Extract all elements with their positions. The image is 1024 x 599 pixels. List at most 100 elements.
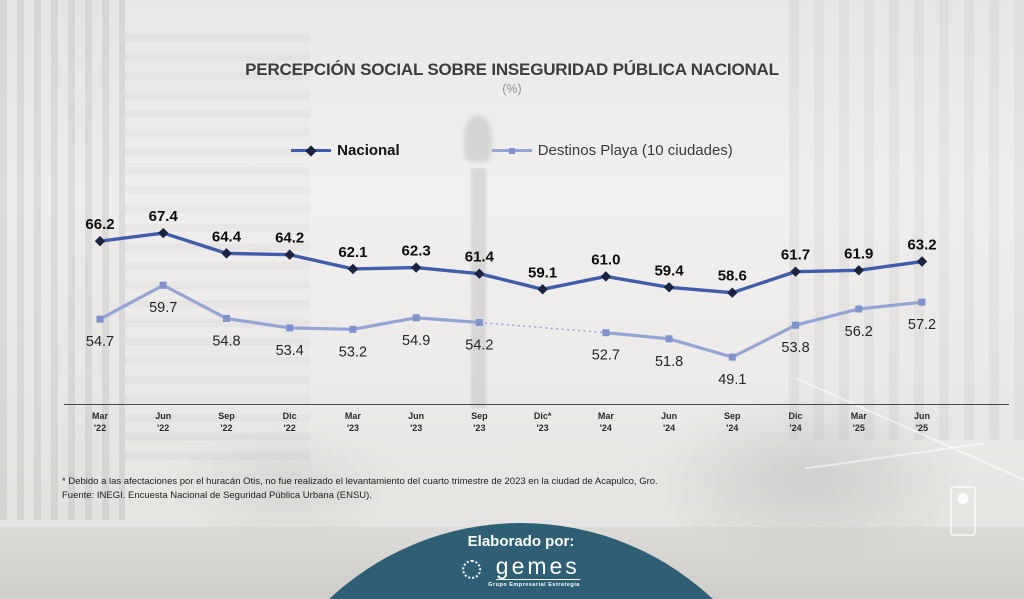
nacional-value-label: 64.4 xyxy=(212,228,242,245)
nacional-value-label: 61.9 xyxy=(844,245,873,262)
nacional-value-label: 62.3 xyxy=(402,243,431,260)
gemes-logo-text-block: gemes Grupo Empresarial Estrategia xyxy=(488,555,580,588)
playa-value-label: 54.7 xyxy=(86,334,114,350)
nacional-value-label: 67.4 xyxy=(149,208,179,225)
line-chart: Mar '22 Jun '22 Sep '22 Dic '22 Mar '23 Jun '23 Sep '… xyxy=(64,208,1009,433)
square-marker-icon xyxy=(508,147,515,154)
nacional-line-swatch xyxy=(291,144,332,157)
nacional-value-label: 59.4 xyxy=(654,262,684,279)
background-buildings-right xyxy=(789,0,1024,440)
playa-data-point xyxy=(159,281,167,289)
nacional-data-point xyxy=(221,248,232,259)
nacional-data-point xyxy=(537,284,548,295)
nacional-value-label: 61.7 xyxy=(781,247,810,264)
playa-value-label: 57.2 xyxy=(908,317,936,333)
nacional-data-point xyxy=(158,227,169,239)
nacional-value-label: 63.2 xyxy=(907,237,936,254)
playa-data-point xyxy=(602,329,610,337)
nacional-data-point xyxy=(663,282,675,293)
playa-data-point xyxy=(96,315,104,323)
page-title: PERCEPCIÓN SOCIAL SOBRE INSEGURIDAD PÚBL… xyxy=(245,60,779,79)
gemes-dotted-circle-icon xyxy=(462,560,482,579)
nacional-value-label: 66.2 xyxy=(85,216,114,233)
nacional-value-label: 58.6 xyxy=(718,268,747,285)
background-monument-column xyxy=(471,168,486,408)
nacional-data-point xyxy=(94,235,106,247)
x-axis-label: Jun '24 xyxy=(661,411,677,433)
background-angel-statue xyxy=(464,116,492,162)
x-axis-label: Sep '24 xyxy=(724,411,741,433)
playa-value-label: 53.8 xyxy=(781,340,809,356)
x-axis-label: Jun '23 xyxy=(408,411,424,433)
nacional-value-label: 61.4 xyxy=(465,249,495,266)
elaborado-por-label: Elaborado por: xyxy=(467,533,575,550)
nacional-data-point xyxy=(790,266,801,277)
nacional-data-point xyxy=(347,263,359,275)
playa-data-point xyxy=(855,305,863,313)
background-buildings-midleft xyxy=(125,30,310,460)
playa-data-point xyxy=(792,321,800,329)
nacional-data-point xyxy=(600,271,612,282)
playa-missing-dashed-segment xyxy=(479,321,606,334)
legend-item-destinos-playa: Destinos Playa (10 ciudades) xyxy=(491,142,733,159)
playa-value-label: 52.7 xyxy=(592,348,620,364)
playa-line-swatch xyxy=(491,146,532,156)
nacional-value-label: 62.1 xyxy=(338,244,367,261)
nacional-data-point xyxy=(916,256,928,267)
playa-value-label: 51.8 xyxy=(655,354,683,370)
nacional-data-point xyxy=(853,265,864,276)
playa-data-point xyxy=(412,314,420,322)
x-axis-label: Mar '24 xyxy=(598,411,615,433)
playa-value-label: 59.7 xyxy=(149,300,177,316)
page-subtitle: (%) xyxy=(502,82,522,96)
playa-data-point xyxy=(286,324,294,332)
x-axis-label: Sep '22 xyxy=(218,411,235,433)
footnote: * Debido a las afectaciones por el hurac… xyxy=(62,475,782,503)
playa-data-point xyxy=(918,298,926,306)
nacional-data-point xyxy=(284,249,295,260)
playa-data-point xyxy=(475,319,483,327)
x-axis-label: Dic* '23 xyxy=(534,411,552,433)
gemes-logo: gemes Grupo Empresarial Estrategia xyxy=(462,555,580,588)
nacional-value-label: 59.1 xyxy=(528,264,557,281)
legend-item-nacional: Nacional xyxy=(291,142,400,159)
playa-data-point xyxy=(665,335,673,343)
background-trees-left xyxy=(170,424,400,544)
x-axis-label: Mar '25 xyxy=(851,411,868,433)
playa-value-label: 54.9 xyxy=(402,333,430,349)
playa-value-label: 53.4 xyxy=(276,343,304,359)
legend-label-destinos-playa: Destinos Playa (10 ciudades) xyxy=(537,142,733,159)
playa-data-point xyxy=(349,325,357,333)
nacional-data-point xyxy=(410,262,422,273)
playa-value-label: 54.8 xyxy=(212,333,240,349)
playa-data-point xyxy=(222,314,230,322)
gemes-tagline: Grupo Empresarial Estrategia xyxy=(488,582,580,588)
playa-data-point xyxy=(728,353,736,361)
nacional-data-point xyxy=(727,287,738,298)
x-axis-label: Mar '23 xyxy=(345,411,362,433)
traffic-light-lamp xyxy=(957,493,969,504)
chart-legend: Nacional Destinos Playa (10 ciudades) xyxy=(0,142,1024,159)
playa-value-label: 54.2 xyxy=(465,338,493,354)
playa-value-label: 53.2 xyxy=(339,344,367,360)
nacional-data-point xyxy=(474,268,485,279)
nacional-value-label: 64.2 xyxy=(275,230,304,247)
gemes-wordmark: gemes xyxy=(495,553,580,580)
x-axis-label: Jun '22 xyxy=(155,411,171,433)
legend-label-nacional: Nacional xyxy=(337,142,400,159)
playa-line-segment-right xyxy=(605,300,923,359)
nacional-line xyxy=(99,231,923,295)
nacional-value-label: 61.0 xyxy=(591,251,620,268)
x-axis-label: Jun '25 xyxy=(914,411,930,433)
x-axis-label: Dic '24 xyxy=(789,411,803,433)
playa-value-label: 49.1 xyxy=(718,372,746,388)
x-axis-label: Mar '22 xyxy=(92,411,109,433)
x-axis-label: Sep '23 xyxy=(471,411,488,433)
background-trees-right xyxy=(649,394,969,564)
footnote-asterisk-line: * Debido a las afectaciones por el hurac… xyxy=(62,476,658,487)
playa-value-label: 56.2 xyxy=(845,324,873,340)
traffic-light xyxy=(950,486,976,536)
x-axis-label: Dic '22 xyxy=(283,411,297,433)
background-buildings-left xyxy=(0,0,125,520)
